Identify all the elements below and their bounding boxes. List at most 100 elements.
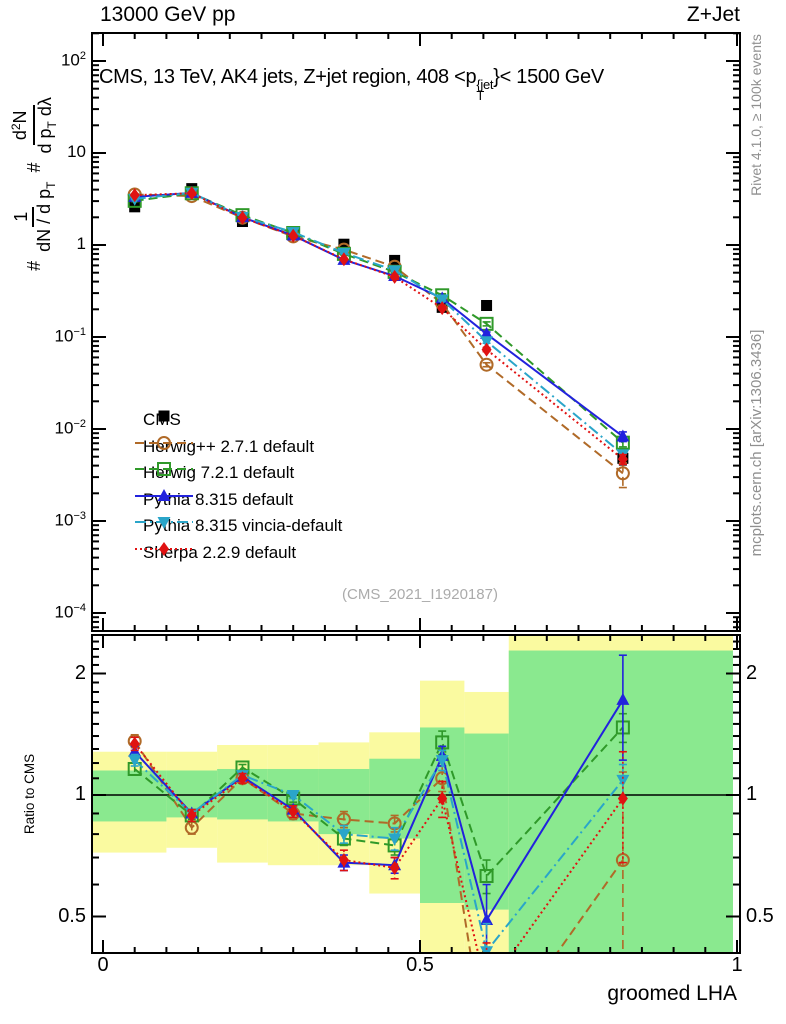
legend-glyph xyxy=(157,435,171,450)
ratio-y-tick-label-right: 1 xyxy=(746,783,758,805)
ratio-y-tick-label-left: 1 xyxy=(74,783,86,805)
series-main-herwig-7-2-1-default xyxy=(127,186,630,450)
data-marker xyxy=(481,342,492,357)
legend-marker-diamond-filled xyxy=(135,542,193,556)
data-marker xyxy=(435,755,449,768)
legend-glyph xyxy=(157,488,171,501)
data-marker xyxy=(437,791,448,806)
data-marker xyxy=(186,186,197,201)
plot-title-suffix: }< 1500 GeV xyxy=(493,66,604,88)
data-marker xyxy=(437,301,448,316)
legend-label: Pythia 8.315 default xyxy=(143,489,294,509)
data-marker xyxy=(479,868,494,883)
data-marker xyxy=(388,833,402,846)
analysis-id-watermark: (CMS_2021_I1920187) xyxy=(342,586,498,603)
data-marker xyxy=(288,228,299,243)
legend-glyph xyxy=(158,410,170,422)
data-marker xyxy=(389,269,400,284)
band-green-bin5 xyxy=(318,768,370,835)
plot-title: CMS, 13 TeV, AK4 jets, Z+jet region, 408… xyxy=(99,66,604,103)
data-marker xyxy=(616,429,630,442)
x-axis-label: groomed LHA xyxy=(607,982,737,1005)
main-panel-frame xyxy=(91,32,741,632)
data-marker xyxy=(480,336,494,349)
header-process: Z+Jet xyxy=(686,3,740,26)
legend-item-cms: CMS xyxy=(133,407,181,433)
series-line xyxy=(134,192,624,444)
legend-item-pythia-8-315-vincia-default: Pythia 8.315 vincia-default xyxy=(133,513,342,539)
series-line xyxy=(134,192,624,460)
ratio-y-tick-label-right: 0.5 xyxy=(746,904,774,927)
x-tick-label: 1 xyxy=(731,954,743,976)
legend-glyph xyxy=(157,462,171,477)
legend-label: Herwig 7.2.1 default xyxy=(143,463,295,483)
rivet-version-note: Rivet 4.1.0, ≥ 100k events xyxy=(748,34,764,196)
main-y-tick-label: 102 xyxy=(60,50,86,70)
legend-label: Sherpa 2.2.9 default xyxy=(143,543,297,562)
ratio-y-tick-label-right: 2 xyxy=(746,661,758,684)
data-marker xyxy=(389,860,400,875)
legend-marker-triangle-up-filled xyxy=(135,488,193,501)
legend-glyph xyxy=(159,542,169,556)
data-marker xyxy=(338,252,349,267)
data-marker xyxy=(617,452,628,467)
hash-symbol: # xyxy=(23,260,44,271)
main-y-tick-label: 10−4 xyxy=(54,602,86,622)
data-marker xyxy=(617,791,628,806)
legend-marker-triangle-down-filled xyxy=(135,517,193,530)
data-marker xyxy=(479,357,494,372)
data-marker xyxy=(129,736,140,751)
series-main-pythia-8-315-vincia-default xyxy=(128,187,630,462)
data-marker xyxy=(237,771,248,786)
ratio-y-tick-label-left: 0.5 xyxy=(58,904,86,927)
main-y-tick-label: 10−1 xyxy=(54,326,86,346)
data-marker xyxy=(480,913,494,926)
mcplots-citation-note: mcplots.cern.ch [arXiv:1306.3436] xyxy=(748,329,765,557)
series-ratio-pythia-8-315-vincia-default xyxy=(128,749,630,952)
legend-label: Pythia 8.315 vincia-default xyxy=(143,516,343,536)
data-marker xyxy=(337,829,351,842)
legend-marker-square-filled xyxy=(158,410,170,422)
data-marker xyxy=(480,326,494,339)
legend-item-sherpa-2-2-9-default: Sherpa 2.2.9 default xyxy=(133,540,296,566)
main-y-axis-label: # 1 dN / d pT # d2N d pT dλ xyxy=(2,73,66,293)
pt-subscript: T xyxy=(476,88,485,103)
series-line xyxy=(133,740,624,952)
legend-marker-square-open xyxy=(135,462,193,477)
pt-superscript: {jet xyxy=(476,77,494,92)
data-marker xyxy=(615,466,630,481)
data-marker xyxy=(616,692,630,705)
header-beam-energy: 13000 GeV pp xyxy=(100,3,236,26)
uncertainty-bands xyxy=(93,636,733,952)
data-marker xyxy=(288,804,299,819)
data-marker xyxy=(616,774,630,787)
axis-ticks xyxy=(92,32,740,953)
x-tick-label: 0 xyxy=(97,954,109,976)
data-marker xyxy=(129,188,140,203)
legend-item-pythia-8-315-default: Pythia 8.315 default xyxy=(133,487,293,513)
legend-item-herwig-2-7-1-default: Herwig++ 2.7.1 default xyxy=(133,434,314,460)
series-line xyxy=(134,193,624,475)
x-tick-label: 0.5 xyxy=(406,954,434,976)
legend-marker-circle-open xyxy=(135,435,193,450)
main-y-tick-label: 10−2 xyxy=(54,418,86,438)
data-marker xyxy=(338,853,349,868)
series-line xyxy=(134,191,624,456)
legend-label: Herwig++ 2.7.1 default xyxy=(143,436,315,456)
main-y-tick-label: 10 xyxy=(67,142,86,161)
series-ratio-sherpa-2-2-9-default xyxy=(129,736,628,952)
hash-symbol: # xyxy=(23,162,44,173)
data-marker xyxy=(481,299,493,311)
data-marker xyxy=(186,808,197,823)
legend-item-herwig-7-2-1-default: Herwig 7.2.1 default xyxy=(133,460,294,486)
pt-jet-supsub: {jet T xyxy=(476,77,494,103)
data-marker xyxy=(237,210,248,225)
legend-glyph xyxy=(157,517,171,530)
main-y-tick-label: 10−3 xyxy=(54,510,86,530)
data-marker xyxy=(615,853,630,868)
main-y-tick-label: 1 xyxy=(76,234,86,253)
series-main-cms xyxy=(129,183,629,466)
data-marker xyxy=(128,755,142,768)
